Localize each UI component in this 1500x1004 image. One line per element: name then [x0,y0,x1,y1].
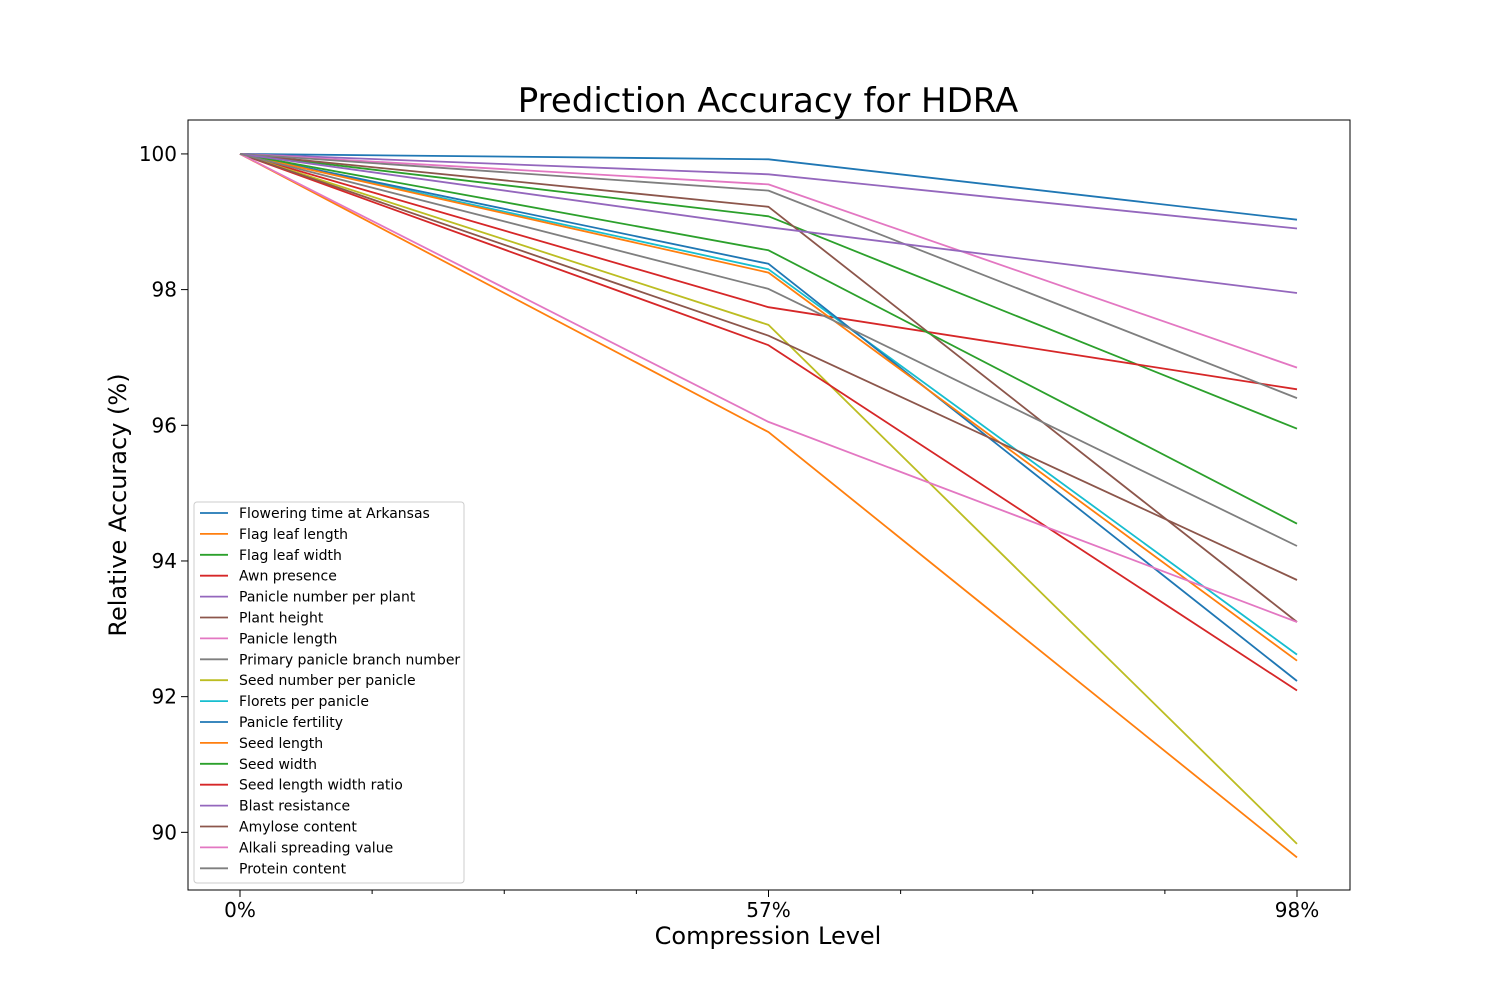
series-line-6 [239,153,1298,623]
legend-label: Plant height [239,611,324,627]
legend-label: Panicle number per plant [239,590,416,606]
series-line-10 [239,153,1298,656]
series-line-5 [239,153,1298,230]
x-tick-label: 0% [224,898,256,922]
legend-box [193,501,465,884]
series-line-1 [239,153,1298,221]
legend-label: Seed length [239,736,323,752]
legend-label: Blast resistance [239,799,350,815]
y-tick-label: 90 [152,820,177,844]
y-tick-label: 94 [152,549,177,573]
x-tick-label: 98% [1275,898,1319,922]
legend-label: Amylose content [239,820,357,836]
legend-label: Seed width [239,757,317,773]
series-line-18 [239,153,1298,547]
y-tick-label: 92 [152,685,177,709]
series-line-8 [239,153,1298,399]
legend-label: Flag leaf length [239,527,348,543]
series-line-7 [239,153,1298,369]
y-axis-label: Relative Accuracy (%) [104,373,132,636]
series-line-14 [239,153,1298,692]
x-axis-ticks: 0% 57% 98% [224,890,1319,922]
series-line-11 [239,153,1298,682]
y-axis-ticks: 90 92 94 96 98 100 [139,142,188,844]
y-tick-label: 96 [152,413,177,437]
legend-label: Flag leaf width [239,548,342,564]
legend-label: Seed number per panicle [239,673,416,689]
series-line-3 [239,153,1298,430]
legend-label: Panicle length [239,631,337,647]
series-line-17 [239,153,1298,623]
series-line-2 [239,153,1298,859]
legend-label: Protein content [239,861,347,877]
legend-label: Primary panicle branch number [239,652,460,668]
series-line-4 [239,153,1298,391]
y-tick-label: 98 [152,278,177,302]
series-line-13 [239,153,1298,525]
legend-label: Alkali spreading value [239,840,393,856]
legend-label: Seed length width ratio [239,778,403,794]
legend-label: Flowering time at Arkansas [239,506,430,522]
series-line-12 [239,153,1298,662]
legend-label: Florets per panicle [239,694,369,710]
series-line-9 [239,153,1298,845]
x-tick-label: 57% [746,898,790,922]
series-lines [239,153,1298,859]
series-line-15 [239,153,1298,294]
y-tick-label: 100 [139,142,177,166]
x-axis-label: Compression Level [655,922,882,950]
legend: Flowering time at Arkansas Flag leaf leng… [193,501,465,884]
legend-label: Panicle fertility [239,715,343,731]
legend-label: Awn presence [239,569,337,585]
chart-title: Prediction Accuracy for HDRA [518,81,1019,121]
series-line-16 [239,153,1298,581]
